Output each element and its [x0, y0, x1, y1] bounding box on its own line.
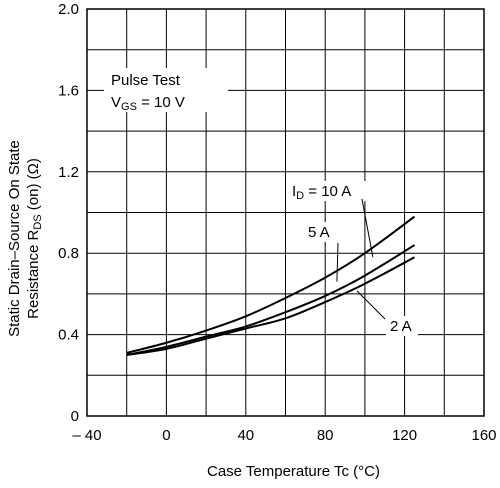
- tick-labels: – 40 0 40 80 120 160 0 0.4 0.8 1.2 1.6 2.0: [58, 1, 496, 444]
- x-tick-label: 160: [471, 427, 496, 444]
- x-tick-label: 0: [162, 427, 170, 444]
- y-axis-label-sub: DS: [32, 214, 44, 229]
- y-axis-label-rest: (on) (Ω): [25, 158, 42, 214]
- x-axis-label: Case Temperature Tc (°C): [207, 463, 380, 480]
- series-label: 2 A: [390, 318, 412, 335]
- series-line-10a: [126, 215, 416, 354]
- y-axis-label-line2: Resistance RDS (on) (Ω): [25, 158, 44, 319]
- series-labels: ID = 10 A 5 A 2 A: [288, 181, 418, 336]
- series-label-bg: [304, 222, 340, 242]
- conditions-line2-rest: = 10 V: [137, 94, 185, 111]
- series-group: [126, 215, 416, 356]
- series-label: ID = 10 A: [292, 183, 351, 202]
- y-tick-label: 0: [71, 408, 79, 425]
- leader-line: [336, 242, 339, 282]
- x-tick-label: 40: [237, 427, 254, 444]
- y-tick-label: 0.4: [58, 327, 79, 344]
- series-line-2a: [126, 256, 415, 356]
- series-label-bg: [288, 181, 380, 201]
- x-tick-label: 80: [317, 427, 334, 444]
- plot-frame: [86, 8, 485, 417]
- y-tick-label: 0.8: [58, 245, 79, 262]
- x-tick-label: – 40: [72, 427, 101, 444]
- x-tick-label: 120: [392, 427, 417, 444]
- conditions-line2-sub: GS: [121, 101, 137, 113]
- y-tick-label: 2.0: [58, 1, 79, 18]
- y-tick-label: 1.2: [58, 164, 79, 181]
- conditions-line1: Pulse Test: [111, 72, 181, 89]
- leader-line: [356, 290, 386, 320]
- y-tick-label: 1.6: [58, 82, 79, 99]
- grid: [87, 9, 484, 416]
- series-line-5a: [126, 244, 416, 356]
- conditions-line2-main: V: [111, 94, 121, 111]
- leader-line: [361, 198, 374, 258]
- series-label-bg: [386, 316, 418, 336]
- y-axis-label-main: Resistance R: [25, 229, 42, 318]
- conditions-box: [104, 68, 228, 112]
- conditions-line2: VGS = 10 V: [111, 94, 185, 113]
- y-axis-label-line1: Static Drain–Source On State: [6, 140, 23, 337]
- series-label: 5 A: [308, 224, 330, 241]
